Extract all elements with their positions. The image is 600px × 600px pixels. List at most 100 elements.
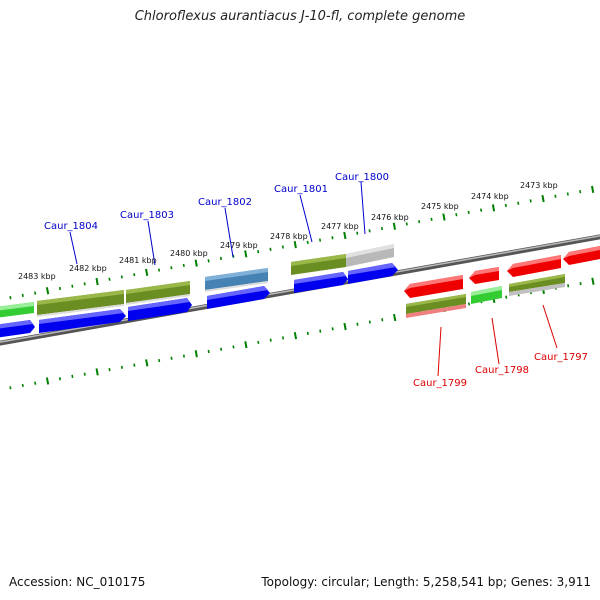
scale-minor-tick	[71, 374, 74, 379]
cds-block-grey-1800	[346, 244, 394, 267]
scale-minor-tick	[108, 277, 111, 281]
scale-minor-tick	[9, 386, 12, 390]
cds-block-olive-1801	[291, 254, 346, 275]
scale-major-tick	[194, 350, 198, 358]
scale-minor-tick	[133, 363, 136, 367]
scale-minor-tick	[467, 210, 470, 215]
scale-label: 2473 kbp	[520, 181, 558, 190]
scale-major-tick	[541, 195, 545, 203]
scale-minor-tick	[380, 226, 384, 231]
scale-minor-tick	[319, 329, 322, 333]
scale-minor-tick	[158, 358, 161, 363]
scale-major-tick	[45, 377, 50, 385]
scale-minor-tick	[505, 295, 508, 299]
scale-minor-tick	[120, 275, 123, 279]
scale-minor-tick	[83, 282, 86, 286]
scale-minor-tick	[219, 256, 222, 261]
gene-label-forward: Caur_1800	[335, 172, 389, 183]
scale-minor-tick	[182, 354, 185, 358]
gene-label-reverse: Caur_1799	[413, 378, 467, 389]
scale-label: 2476 kbp	[371, 213, 409, 222]
scale-label: 2475 kbp	[421, 202, 459, 211]
scale-major-tick	[343, 231, 347, 240]
scale-minor-tick	[480, 208, 483, 212]
scale-major-tick	[393, 313, 397, 322]
scale-major-tick	[491, 204, 496, 212]
scale-label: 2482 kbp	[69, 264, 107, 273]
scale-minor-tick	[331, 327, 334, 331]
cds-arrow-blue-d	[207, 286, 270, 309]
scale-minor-tick	[405, 222, 408, 226]
scale-label: 2474 kbp	[471, 192, 509, 201]
gene-label-forward: Caur_1803	[120, 210, 174, 221]
upper-scale-track	[9, 185, 595, 300]
scale-minor-tick	[579, 190, 582, 194]
scale-minor-tick	[9, 296, 12, 300]
scale-minor-tick	[108, 367, 111, 372]
scale-minor-tick	[34, 381, 37, 385]
cds-block-olive-1803	[126, 281, 190, 305]
scale-major-tick	[45, 287, 50, 295]
scale-major-tick	[95, 277, 99, 286]
scale-minor-tick	[133, 273, 136, 277]
scale-minor-tick	[306, 331, 309, 336]
scale-major-tick	[145, 359, 149, 367]
cds-arrow-blue-c	[128, 298, 192, 321]
scale-minor-tick	[207, 259, 210, 263]
cds-arrow-red-b	[469, 267, 499, 284]
scale-major-tick	[392, 222, 396, 230]
gene-label-forward: Caur_1804	[44, 221, 98, 232]
scale-major-tick	[343, 322, 347, 331]
scale-major-tick	[591, 277, 595, 285]
cds-arrow-red-c	[507, 255, 561, 277]
scale-minor-tick	[418, 220, 421, 224]
cds-arrow-blue-b	[39, 309, 126, 333]
scale-minor-tick	[306, 240, 309, 245]
scale-minor-tick	[71, 284, 74, 288]
cds-block-steel-1802	[205, 268, 268, 292]
scale-minor-tick	[282, 336, 285, 340]
scale-minor-tick	[269, 247, 272, 251]
scale-minor-tick	[21, 383, 24, 388]
scale-minor-tick	[232, 345, 235, 349]
gene-label-reverse: Caur_1797	[534, 352, 588, 363]
genome-summary-text: Topology: circular; Length: 5,258,541 bp…	[261, 575, 591, 589]
gene-label-forward: Caur_1801	[274, 184, 328, 195]
scale-major-tick	[293, 332, 298, 340]
scale-major-tick	[244, 250, 248, 258]
scale-minor-tick	[269, 338, 272, 342]
scale-minor-tick	[220, 347, 223, 351]
cds-block-olive-1799	[406, 294, 466, 318]
callout-lines	[69, 181, 558, 377]
scale-minor-tick	[158, 268, 161, 272]
scale-minor-tick	[529, 199, 532, 203]
scale-minor-tick	[567, 284, 570, 288]
scale-minor-tick	[319, 238, 322, 242]
scale-major-tick	[194, 259, 198, 267]
scale-minor-tick	[331, 236, 334, 240]
scale-minor-tick	[257, 249, 260, 254]
scale-label: 2477 kbp	[321, 222, 359, 231]
scale-minor-tick	[368, 229, 371, 233]
scale-major-tick	[442, 213, 446, 221]
scale-labels: 2483 kbp 2482 kbp 2481 kbp 2480 kbp 2479…	[18, 181, 558, 281]
scale-minor-tick	[281, 245, 284, 249]
scale-minor-tick	[579, 281, 582, 286]
scale-minor-tick	[257, 340, 260, 345]
scale-minor-tick	[170, 266, 173, 270]
map-title: Chloroflexus aurantiacus J-10-fl, comple…	[134, 9, 466, 24]
accession-text: Accession: NC_010175	[9, 575, 146, 589]
scale-label: 2483 kbp	[18, 272, 56, 281]
scale-minor-tick	[58, 286, 61, 291]
scale-major-tick	[145, 268, 149, 276]
scale-minor-tick	[83, 372, 86, 376]
cds-arrow-blue-f	[348, 263, 398, 284]
scale-minor-tick	[368, 320, 371, 324]
scale-minor-tick	[58, 377, 61, 381]
scale-minor-tick	[467, 302, 471, 306]
scale-minor-tick	[120, 365, 123, 369]
scale-major-tick	[293, 241, 297, 249]
scale-minor-tick	[566, 192, 569, 196]
scale-minor-tick	[170, 356, 173, 360]
